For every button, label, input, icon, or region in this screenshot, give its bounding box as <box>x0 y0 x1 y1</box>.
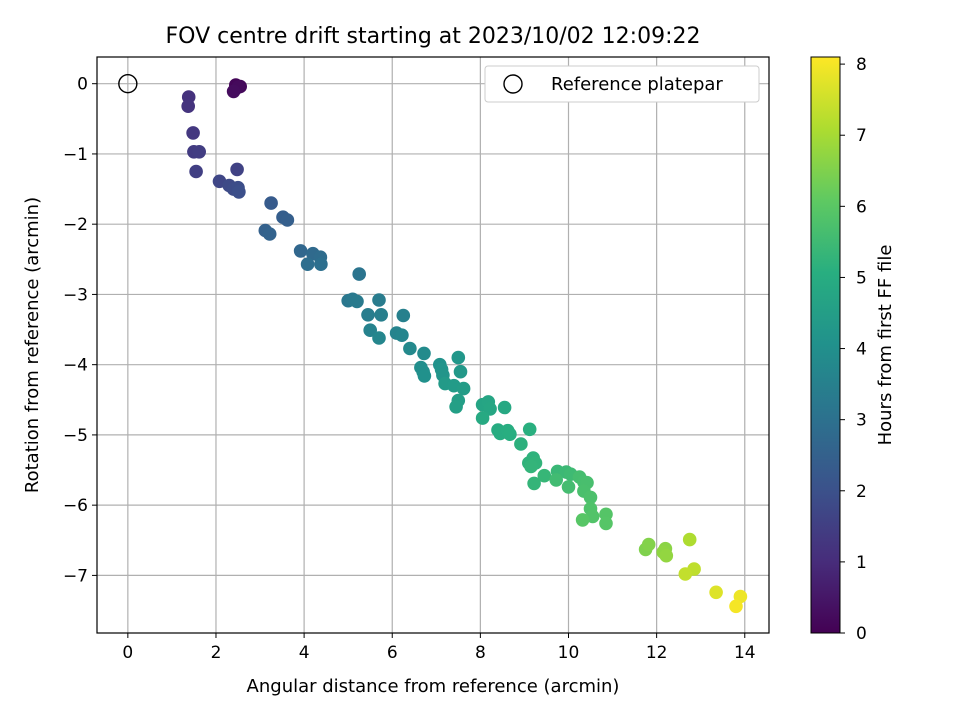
scatter-point <box>583 490 598 505</box>
grid-lines <box>97 57 769 633</box>
colorbar-label: Hours from first FF file <box>875 245 896 446</box>
scatter-point <box>280 213 295 227</box>
reference-platepar-marker <box>118 73 138 94</box>
scatter-point <box>497 400 512 415</box>
scatter-point <box>641 537 656 552</box>
colorbar-ticks: 0 1 2 3 4 5 6 7 8 <box>840 55 867 644</box>
scatter-point <box>549 473 563 487</box>
scatter-point <box>599 516 613 531</box>
scatter-point <box>262 227 277 241</box>
colorbar: 0 1 2 3 4 5 6 7 8 Hours from first FF file <box>810 55 896 644</box>
scatter-point <box>374 308 389 322</box>
colorbar-tick-label: 4 <box>856 340 867 360</box>
legend-label-reference: Reference platepar <box>551 74 723 95</box>
scatter-point <box>527 476 541 491</box>
colorbar-tick-label: 8 <box>856 55 867 75</box>
scatter-point <box>524 459 538 474</box>
x-tick-label: 12 <box>646 643 668 663</box>
scatter-point <box>451 350 466 365</box>
colorbar-tick-label: 3 <box>856 411 867 431</box>
y-axis-label: Rotation from reference (arcmin) <box>22 197 43 493</box>
scatter-point <box>503 427 517 442</box>
scatter-point <box>522 422 537 437</box>
scatter-point <box>350 294 364 309</box>
scatter-point <box>537 468 552 483</box>
x-tick-label: 6 <box>387 643 398 663</box>
scatter-points <box>118 73 748 614</box>
y-tick-label: −2 <box>63 215 88 235</box>
scatter-point <box>192 145 206 159</box>
scatter-point <box>456 381 471 396</box>
x-tick-label: 8 <box>475 643 486 663</box>
y-tick-label: 0 <box>77 75 88 95</box>
colorbar-gradient <box>810 56 841 634</box>
scatter-point <box>189 164 203 179</box>
x-axis-ticks: 0 2 4 6 8 10 12 14 <box>122 633 756 663</box>
scatter-point <box>575 513 590 527</box>
y-tick-label: −4 <box>63 356 88 376</box>
scatter-point <box>417 369 432 383</box>
scatter-point <box>300 257 315 272</box>
scatter-point <box>372 331 386 345</box>
y-tick-label: −5 <box>63 426 88 446</box>
scatter-point <box>395 328 409 343</box>
scatter-point <box>232 185 246 199</box>
y-tick-label: −7 <box>63 566 88 586</box>
scatter-point <box>678 567 693 581</box>
colorbar-tick-label: 2 <box>856 482 867 502</box>
colorbar-tick-label: 0 <box>856 624 867 644</box>
scatter-point <box>264 196 278 210</box>
scatter-point <box>682 532 697 547</box>
scatter-point <box>372 293 386 307</box>
scatter-point <box>659 548 674 563</box>
scatter-point <box>186 126 200 140</box>
scatter-point <box>361 308 375 322</box>
scatter-point <box>230 162 244 177</box>
y-tick-label: −6 <box>63 496 88 516</box>
legend-marker-reference <box>503 74 523 94</box>
legend: Reference platepar <box>484 65 760 103</box>
scatter-point <box>396 308 411 323</box>
scatter-point <box>453 364 468 379</box>
y-axis-ticks: 0 −1 −2 −3 −4 −5 −6 −7 <box>63 75 97 586</box>
colorbar-tick-label: 1 <box>856 553 867 573</box>
scatter-point <box>417 346 431 361</box>
scatter-point <box>475 411 490 425</box>
x-axis-label: Angular distance from reference (arcmin) <box>247 676 620 697</box>
scatter-point <box>449 400 463 414</box>
colorbar-tick-label: 7 <box>856 126 867 146</box>
scatter-point <box>709 585 723 600</box>
scatter-point <box>314 257 328 272</box>
plot-area-frame <box>96 56 770 634</box>
scatter-point <box>352 267 367 281</box>
scatter-point <box>293 244 308 258</box>
x-tick-label: 14 <box>734 643 756 663</box>
y-tick-label: −3 <box>63 285 88 305</box>
scatter-point <box>483 402 497 416</box>
scatter-point <box>181 99 195 113</box>
y-tick-label: −1 <box>63 145 88 165</box>
chart-title: FOV centre drift starting at 2023/10/02 … <box>166 24 701 49</box>
colorbar-tick-label: 6 <box>856 197 867 217</box>
scatter-point <box>729 599 743 614</box>
x-tick-label: 4 <box>299 643 310 663</box>
scatter-point <box>514 437 528 451</box>
colorbar-tick-label: 5 <box>856 268 867 288</box>
legend-box <box>484 65 760 103</box>
scatter-point <box>363 323 378 338</box>
scatter-point <box>403 341 417 356</box>
x-tick-label: 2 <box>211 643 222 663</box>
scatter-point <box>561 480 576 494</box>
x-tick-label: 10 <box>558 643 580 663</box>
scatter-point <box>226 84 241 99</box>
x-tick-label: 0 <box>122 643 133 663</box>
